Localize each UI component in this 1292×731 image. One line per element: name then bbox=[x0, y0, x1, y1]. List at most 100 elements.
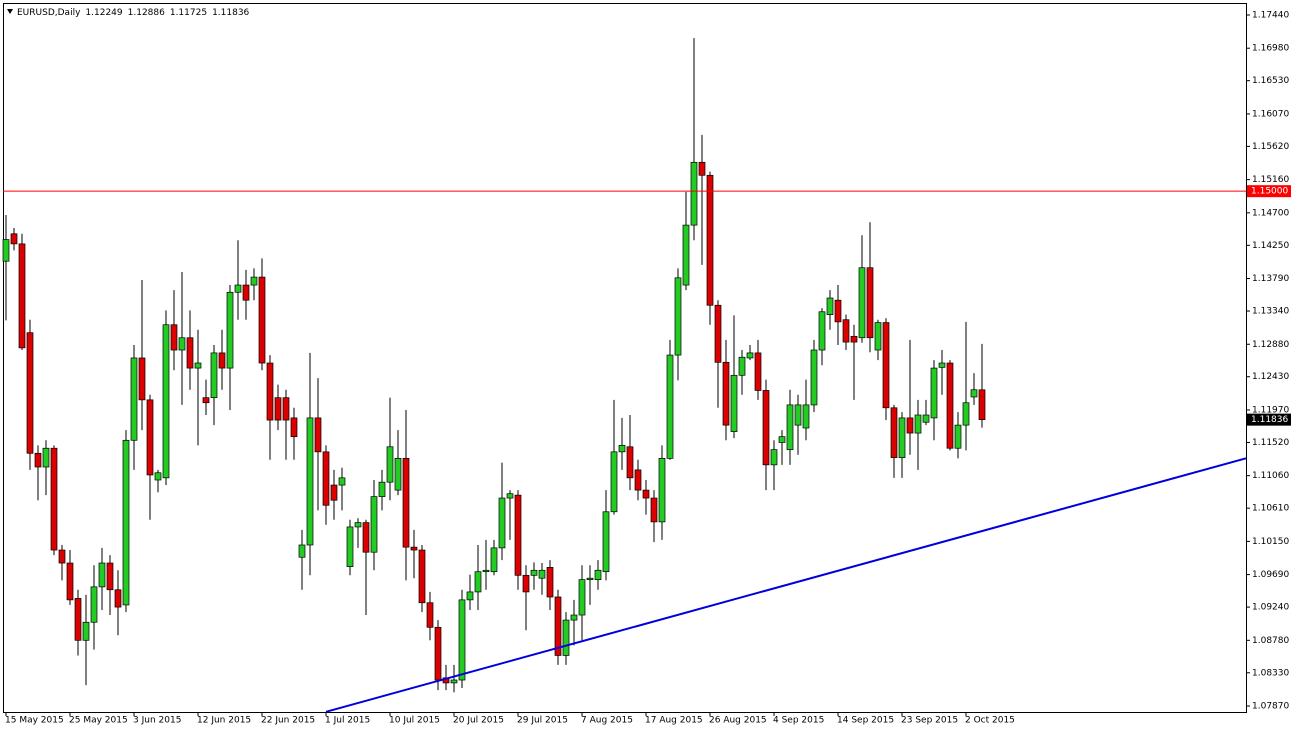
y-tick-label: 1.17440 bbox=[1252, 10, 1289, 20]
candle-body bbox=[850, 335, 858, 343]
candle-body bbox=[794, 404, 802, 426]
candle-body bbox=[282, 397, 290, 421]
candle-body bbox=[362, 522, 370, 553]
y-tick-label: 1.08780 bbox=[1252, 636, 1289, 646]
y-tick-label: 1.11060 bbox=[1252, 471, 1289, 481]
candle-body bbox=[546, 567, 554, 598]
chart-title: EURUSD,Daily bbox=[17, 8, 81, 18]
candle-body bbox=[290, 417, 298, 438]
candle-body bbox=[922, 414, 930, 423]
x-tick-label: 20 Jul 2015 bbox=[453, 716, 504, 726]
candle-body bbox=[778, 436, 786, 443]
x-tick-label: 15 May 2015 bbox=[5, 716, 64, 726]
menu-arrow[interactable] bbox=[7, 9, 13, 14]
x-tick-label: 25 May 2015 bbox=[69, 716, 128, 726]
candle-body bbox=[218, 352, 226, 369]
candle-body bbox=[242, 284, 250, 301]
candle-body bbox=[138, 357, 146, 401]
candle-body bbox=[626, 446, 634, 479]
candle-body bbox=[674, 277, 682, 356]
candle-body bbox=[650, 497, 658, 523]
y-tick-label: 1.13790 bbox=[1252, 274, 1289, 284]
candle-body bbox=[106, 562, 114, 591]
candle-body bbox=[738, 356, 746, 376]
candle-body bbox=[898, 417, 906, 458]
y-tick-label: 1.09690 bbox=[1252, 570, 1289, 580]
candle-body bbox=[90, 586, 98, 623]
candle-body bbox=[842, 319, 850, 343]
y-tick-label: 1.08330 bbox=[1252, 668, 1289, 678]
candle-body bbox=[386, 446, 394, 483]
candle-body bbox=[554, 596, 562, 656]
candle-body bbox=[970, 389, 978, 398]
candle-body bbox=[834, 299, 842, 323]
candle-body bbox=[786, 404, 794, 451]
candle-body bbox=[530, 569, 538, 576]
candle-body bbox=[58, 549, 66, 564]
y-tick-label: 1.16530 bbox=[1252, 76, 1289, 86]
level-label: 1.15000 bbox=[1251, 187, 1288, 197]
candle-body bbox=[474, 571, 482, 593]
y-tick-label: 1.07870 bbox=[1252, 702, 1289, 712]
x-tick-label: 3 Jun 2015 bbox=[133, 716, 181, 726]
x-tick-label: 26 Aug 2015 bbox=[709, 716, 767, 726]
candle-body bbox=[322, 451, 330, 506]
candle-body bbox=[66, 562, 74, 601]
candle-body bbox=[130, 357, 138, 441]
candle-body bbox=[730, 374, 738, 432]
candle-body bbox=[682, 224, 690, 286]
x-tick-label: 23 Sep 2015 bbox=[901, 716, 958, 726]
candle-body bbox=[698, 161, 706, 176]
candle-body bbox=[186, 337, 194, 369]
candle-body bbox=[34, 452, 42, 468]
candle-body bbox=[314, 417, 322, 453]
candle-body bbox=[826, 297, 834, 315]
candle-body bbox=[234, 284, 242, 293]
candle-body bbox=[426, 602, 434, 628]
header-close: 1.11836 bbox=[212, 8, 249, 18]
candle-body bbox=[498, 497, 506, 549]
candle-body bbox=[122, 439, 130, 606]
candle-body bbox=[514, 494, 522, 576]
candle-body bbox=[858, 267, 866, 339]
y-tick-label: 1.10150 bbox=[1252, 537, 1289, 547]
candle-body bbox=[250, 276, 258, 286]
candle-body bbox=[410, 546, 418, 551]
candle-body bbox=[170, 324, 178, 351]
candle-body bbox=[466, 591, 474, 601]
trendline bbox=[325, 457, 1247, 713]
price-label: 1.11836 bbox=[1251, 415, 1288, 425]
candle-body bbox=[210, 352, 218, 399]
candle-body bbox=[754, 352, 762, 391]
candle-body bbox=[770, 449, 778, 466]
candle-body bbox=[938, 362, 946, 368]
candle-body bbox=[258, 276, 266, 364]
candle-body bbox=[402, 457, 410, 548]
candle-body bbox=[162, 324, 170, 479]
candle-body bbox=[266, 362, 274, 421]
y-tick-label: 1.16070 bbox=[1252, 109, 1289, 119]
y-tick-label: 1.10610 bbox=[1252, 504, 1289, 514]
candle-body bbox=[570, 614, 578, 621]
candle-body bbox=[434, 626, 442, 681]
candle-body bbox=[642, 489, 650, 499]
candle-body bbox=[194, 362, 202, 369]
x-tick-label: 22 Jun 2015 bbox=[261, 716, 315, 726]
header-open: 1.12249 bbox=[85, 8, 122, 18]
candle-body bbox=[618, 444, 626, 453]
y-tick-label: 1.09240 bbox=[1252, 603, 1289, 613]
candle-body bbox=[594, 569, 602, 580]
candle-body bbox=[562, 619, 570, 656]
header-low: 1.11725 bbox=[170, 8, 207, 18]
candle-body bbox=[906, 417, 914, 434]
candle-body bbox=[346, 526, 354, 567]
candle-body bbox=[394, 457, 402, 491]
candle-body bbox=[2, 239, 10, 262]
candle-body bbox=[522, 574, 530, 593]
x-tick-label: 7 Aug 2015 bbox=[581, 716, 633, 726]
candle-body bbox=[890, 407, 898, 458]
candle-body bbox=[818, 311, 826, 351]
candle-body bbox=[954, 424, 962, 449]
candle-body bbox=[866, 267, 874, 339]
